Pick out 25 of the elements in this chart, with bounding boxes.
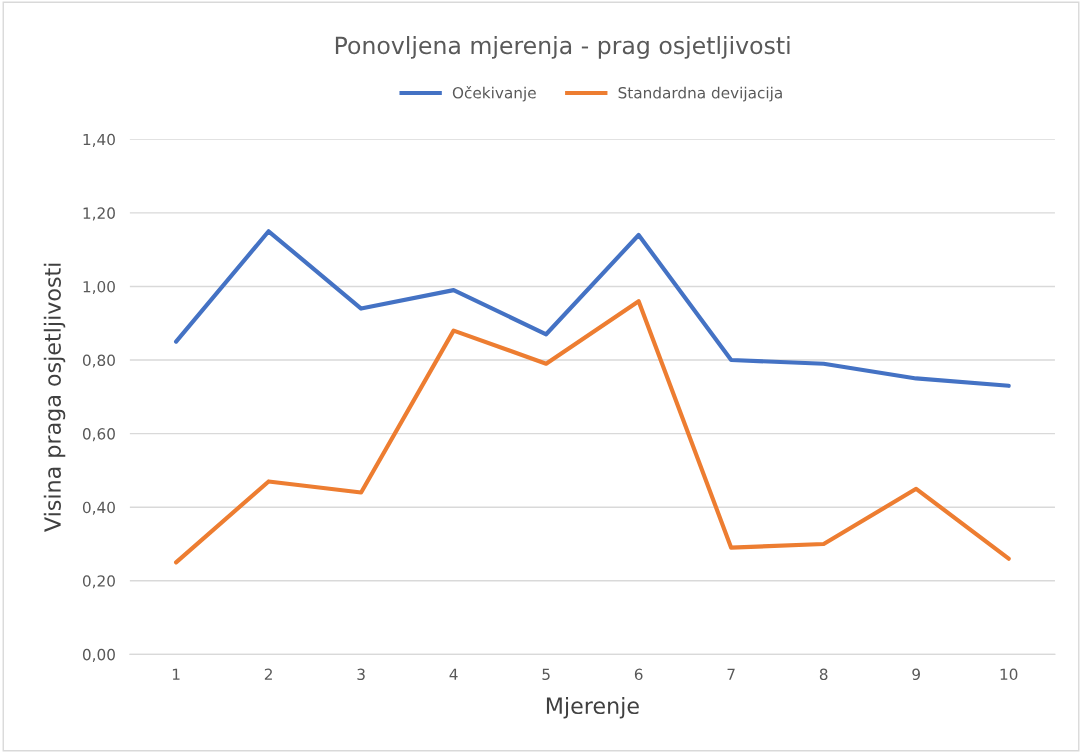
y-tick-label: 1,20 bbox=[83, 207, 115, 221]
legend-label: Standardna devijacija bbox=[618, 86, 782, 102]
y-tick-label: 0,40 bbox=[82, 501, 115, 515]
y-tick-label: 0,80 bbox=[82, 354, 115, 368]
chart-title: Ponovljena mjerenja - prag osjetljivosti bbox=[335, 36, 790, 59]
y-axis-title: Visina praga osjetljivosti bbox=[43, 263, 66, 532]
x-tick-label: 8 bbox=[819, 668, 828, 681]
x-tick-label: 9 bbox=[912, 668, 920, 681]
x-tick-label: 1 bbox=[172, 668, 180, 680]
x-tick-label: 2 bbox=[264, 668, 272, 680]
x-tick-label: 3 bbox=[357, 668, 365, 681]
x-axis-title: Mjerenje bbox=[546, 696, 639, 719]
x-tick-label: 5 bbox=[542, 668, 550, 681]
y-tick-label: 0,60 bbox=[82, 428, 115, 442]
x-tick-label: 4 bbox=[449, 668, 458, 680]
y-tick-label: 0,20 bbox=[82, 575, 115, 589]
y-tick-label: 0,00 bbox=[82, 648, 115, 662]
y-tick-label: 1,00 bbox=[83, 280, 115, 295]
legend-label: Očekivanje bbox=[452, 86, 536, 102]
y-tick-label: 1,40 bbox=[83, 133, 115, 147]
x-tick-label: 10 bbox=[1000, 668, 1018, 681]
line-series bbox=[174, 229, 1011, 388]
line-series bbox=[174, 299, 1011, 565]
x-tick-label: 6 bbox=[634, 668, 643, 681]
x-tick-label: 7 bbox=[727, 668, 735, 680]
